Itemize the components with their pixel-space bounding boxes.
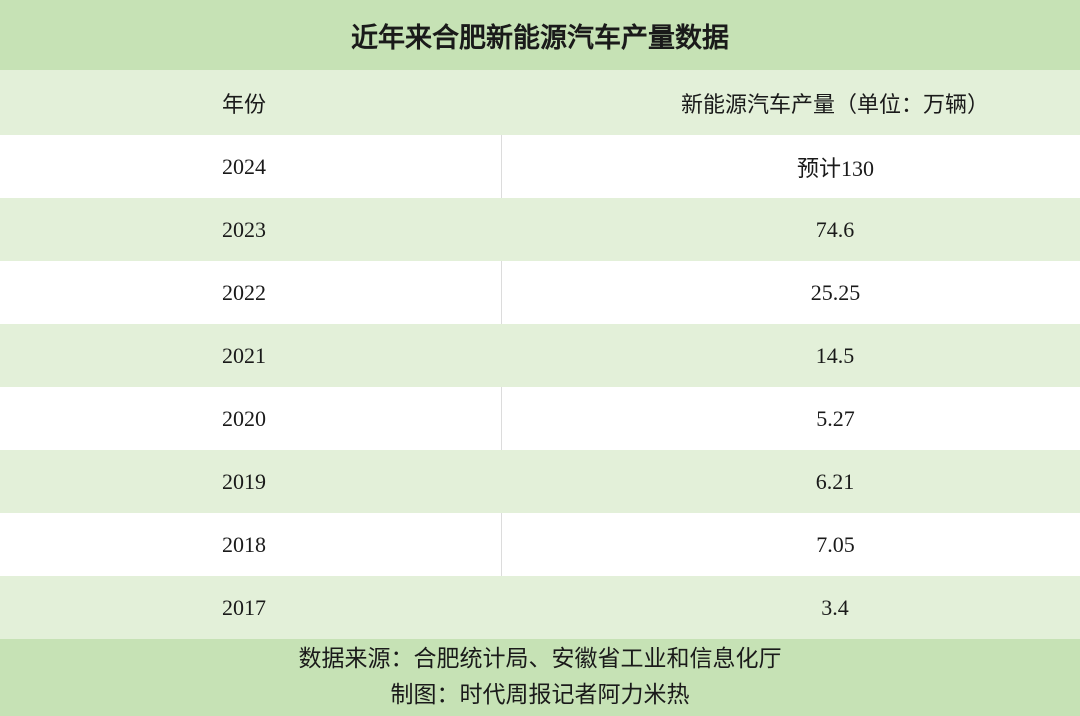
production-cell: 5.27 <box>501 387 1080 450</box>
production-cell: 14.5 <box>815 342 855 368</box>
header-row: 年份 新能源汽车产量（单位：万辆） <box>0 70 1080 135</box>
footer: 数据来源：合肥统计局、安徽省工业和信息化厅 制图：时代周报记者阿力米热 <box>0 638 1080 716</box>
year-cell: 2020 <box>222 405 266 431</box>
year-cell: 2019 <box>222 468 266 494</box>
production-cell: 6.21 <box>815 468 855 494</box>
table-row: 2018 7.05 <box>0 513 1080 576</box>
year-cell: 2018 <box>222 531 266 557</box>
table-title: 近年来合肥新能源汽车产量数据 <box>0 0 1080 70</box>
column-header: 年份 <box>222 91 267 117</box>
year-cell: 2024 <box>222 153 266 179</box>
source-note: 数据来源：合肥统计局、安徽省工业和信息化厅 <box>298 646 782 671</box>
year-cell: 2023 <box>222 216 266 242</box>
production-cell: 7.05 <box>501 513 1080 576</box>
production-cell: 74.6 <box>815 216 855 242</box>
table-row: 2019 6.21 <box>0 450 1080 513</box>
production-cell: 25.25 <box>501 261 1080 324</box>
table-row: 2021 14.5 <box>0 324 1080 387</box>
year-cell: 2021 <box>222 342 266 368</box>
production-cell: 3.4 <box>821 594 849 620</box>
year-cell: 2017 <box>222 594 266 620</box>
table-row: 2017 3.4 <box>0 576 1080 639</box>
production-cell: 预计130 <box>501 135 1080 198</box>
table-row: 2020 5.27 <box>0 387 1080 450</box>
table-row: 2023 74.6 <box>0 198 1080 261</box>
column-header: 新能源汽车产量（单位：万辆） <box>680 91 989 117</box>
year-cell: 2022 <box>222 279 266 305</box>
credit-note: 制图：时代周报记者阿力米热 <box>390 682 690 707</box>
table-row: 2024 预计130 <box>0 135 1080 198</box>
table-row: 2022 25.25 <box>0 261 1080 324</box>
